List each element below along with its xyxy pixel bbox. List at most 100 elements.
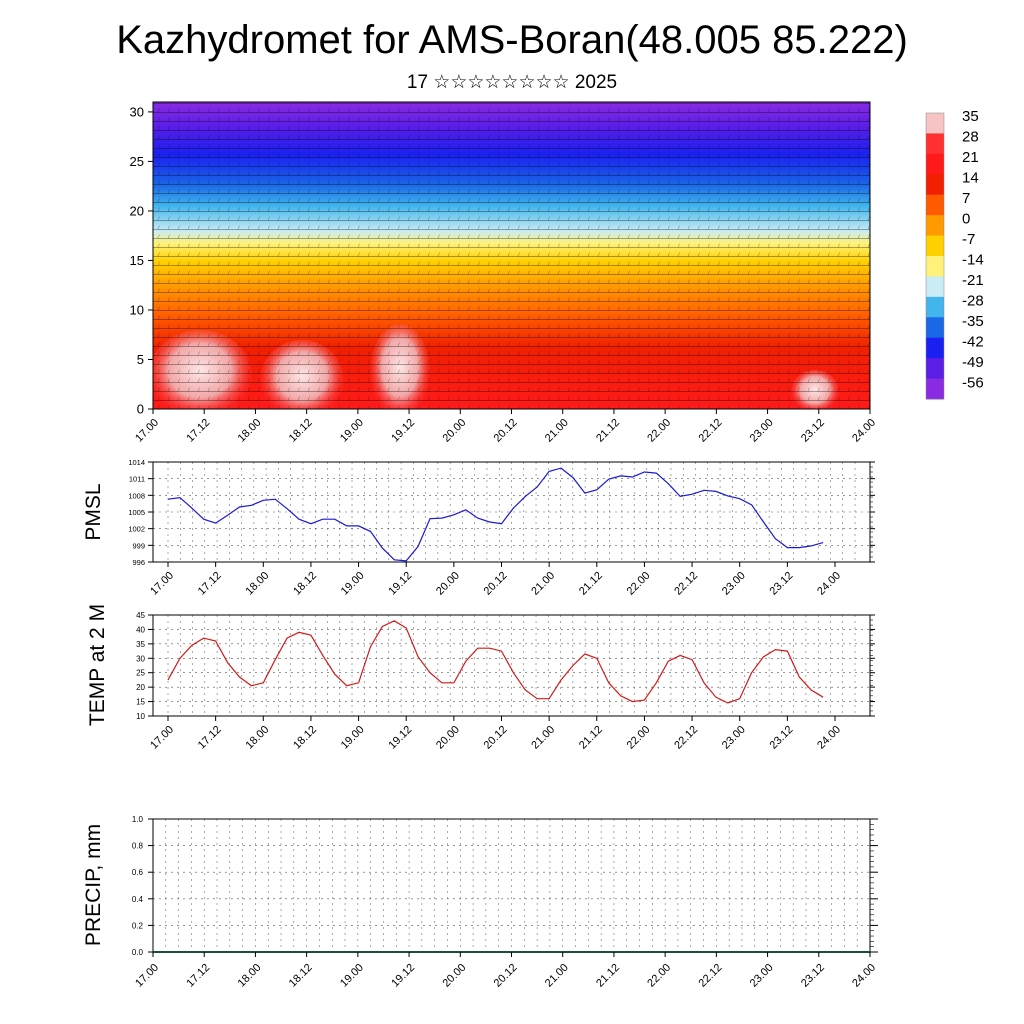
y-tick-label: 25 xyxy=(130,154,144,169)
temperature-x-axis: 17.00 17.12 18.00 18.12 19.00 19.12 20.00 20.12… xyxy=(148,716,843,752)
x-tick-label: 18.00 xyxy=(236,962,264,990)
y-tick-label: 15 xyxy=(136,698,145,707)
colorbar-label: -21 xyxy=(962,272,984,289)
x-tick-label: 22.00 xyxy=(645,962,673,990)
y-tick-label: 10 xyxy=(130,302,144,317)
x-tick-label: 24.00 xyxy=(815,570,843,598)
temperature-series-line xyxy=(167,620,824,704)
precipitation-panel: 1.00.80.60.40.20.0 17.00 17.12 18.00 18.12 1… xyxy=(82,815,878,990)
colorbar-frame xyxy=(925,112,945,400)
pmsl-grid xyxy=(153,462,870,562)
colorbar-label: 28 xyxy=(962,129,979,146)
colorbar-swatch xyxy=(926,215,944,237)
x-tick-label: 17.00 xyxy=(148,570,176,598)
x-tick-label: 21.00 xyxy=(543,962,571,990)
x-tick-label: 23.00 xyxy=(748,417,776,445)
y-tick-label: 10 xyxy=(136,712,145,721)
precipitation-axis-label: PRECIP, mm xyxy=(82,824,105,946)
y-tick-label: 20 xyxy=(130,203,144,218)
x-tick-label: 20.12 xyxy=(482,570,510,598)
x-tick-label: 21.00 xyxy=(543,417,571,445)
y-tick-label: 25 xyxy=(136,669,145,678)
colorbar-swatch xyxy=(926,317,944,339)
x-tick-label: 18.12 xyxy=(291,724,319,752)
x-tick-label: 21.12 xyxy=(577,570,605,598)
cross-section-panel: 0 5 10 15 20 25 30 17.00 17.12 18.00 18.12 19.00 19… xyxy=(130,101,878,445)
temperature-axis-label: TEMP at 2 M xyxy=(86,604,109,726)
x-tick-label: 19.12 xyxy=(389,417,417,445)
y-tick-label: 1.0 xyxy=(132,815,144,824)
colorbar-label: -42 xyxy=(962,334,984,351)
x-tick-label: 19.00 xyxy=(338,962,366,990)
colorbar-label: -49 xyxy=(962,354,984,371)
x-tick-label: 18.12 xyxy=(287,417,315,445)
y-tick-label: 1002 xyxy=(128,525,145,534)
x-tick-label: 17.12 xyxy=(196,570,224,598)
x-tick-label: 22.00 xyxy=(625,724,653,752)
y-tick-label: 30 xyxy=(130,104,144,119)
y-tick-label: 999 xyxy=(132,541,145,550)
colorbar-swatch xyxy=(926,296,944,318)
y-tick-label: 1008 xyxy=(128,491,145,500)
y-tick-label: 0.8 xyxy=(132,842,144,851)
x-tick-label: 24.00 xyxy=(850,962,878,990)
x-tick-label: 19.12 xyxy=(389,962,417,990)
precipitation-y-axis: 1.0 0.8 0.6 0.4 0.2 0.0 xyxy=(132,815,878,957)
colorbar-swatch xyxy=(926,194,944,216)
y-tick-label: 30 xyxy=(136,654,145,663)
x-tick-label: 21.00 xyxy=(529,570,557,598)
colorbar-swatch xyxy=(926,358,944,380)
pmsl-x-axis: 17.00 17.12 18.00 18.12 19.00 19.12 20.00 20.12… xyxy=(148,562,843,598)
x-tick-label: 17.12 xyxy=(184,962,212,990)
x-tick-label: 18.00 xyxy=(243,724,271,752)
colorbar-label: 14 xyxy=(962,170,979,187)
x-tick-label: 22.12 xyxy=(697,962,725,990)
colorbar-label: -7 xyxy=(962,231,975,248)
y-tick-label: 0.2 xyxy=(132,921,144,930)
x-tick-label: 18.00 xyxy=(236,417,264,445)
x-tick-label: 19.12 xyxy=(386,570,414,598)
temperature-grid xyxy=(153,615,870,716)
x-tick-label: 24.00 xyxy=(815,724,843,752)
x-tick-label: 23.00 xyxy=(720,570,748,598)
y-tick-label: 0 xyxy=(137,402,144,417)
y-tick-label: 45 xyxy=(136,611,145,620)
colorbar-swatch xyxy=(926,378,944,400)
x-tick-label: 17.12 xyxy=(184,417,212,445)
x-tick-label: 23.00 xyxy=(720,724,748,752)
y-tick-label: 1005 xyxy=(128,508,145,517)
x-tick-label: 21.12 xyxy=(594,962,622,990)
colorbar-swatch xyxy=(926,256,944,277)
x-tick-label: 23.12 xyxy=(768,570,796,598)
precipitation-grid xyxy=(152,819,871,952)
pmsl-axis-label: PMSL xyxy=(82,483,105,540)
colorbar-swatch xyxy=(926,133,944,155)
colorbar-label: -14 xyxy=(962,252,984,269)
x-tick-label: 21.00 xyxy=(529,724,557,752)
x-tick-label: 22.00 xyxy=(625,570,653,598)
x-tick-label: 20.00 xyxy=(434,570,462,598)
x-tick-label: 22.00 xyxy=(645,417,673,445)
x-tick-label: 20.12 xyxy=(492,417,520,445)
y-tick-label: 5 xyxy=(137,352,144,367)
wind-barbs xyxy=(153,102,870,409)
x-tick-label: 21.12 xyxy=(577,724,605,752)
colorbar-label: 0 xyxy=(962,211,970,228)
x-tick-label: 20.00 xyxy=(434,724,462,752)
temperature-y-axis: 45 40 35 30 25 20 15 10 xyxy=(136,611,875,721)
x-tick-label: 18.12 xyxy=(291,570,319,598)
colorbar-swatch xyxy=(926,235,944,257)
colorbar-label: 7 xyxy=(962,190,970,207)
x-tick-label: 17.00 xyxy=(133,417,161,445)
chart-title: Kazhydromet for AMS-Boran(48.005 85.222) xyxy=(116,18,908,62)
y-tick-label: 35 xyxy=(136,640,145,649)
x-tick-label: 20.12 xyxy=(492,962,520,990)
colorbar-label: 21 xyxy=(962,149,979,166)
colorbar-label: -56 xyxy=(962,375,984,392)
y-tick-label: 0.0 xyxy=(132,948,144,957)
cross-section-x-axis: 17.00 17.12 18.00 18.12 19.00 19.12 20.00 20.12… xyxy=(133,409,878,445)
x-tick-label: 23.12 xyxy=(799,962,827,990)
colorbar-swatch xyxy=(926,337,944,359)
y-tick-label: 0.4 xyxy=(132,895,144,904)
